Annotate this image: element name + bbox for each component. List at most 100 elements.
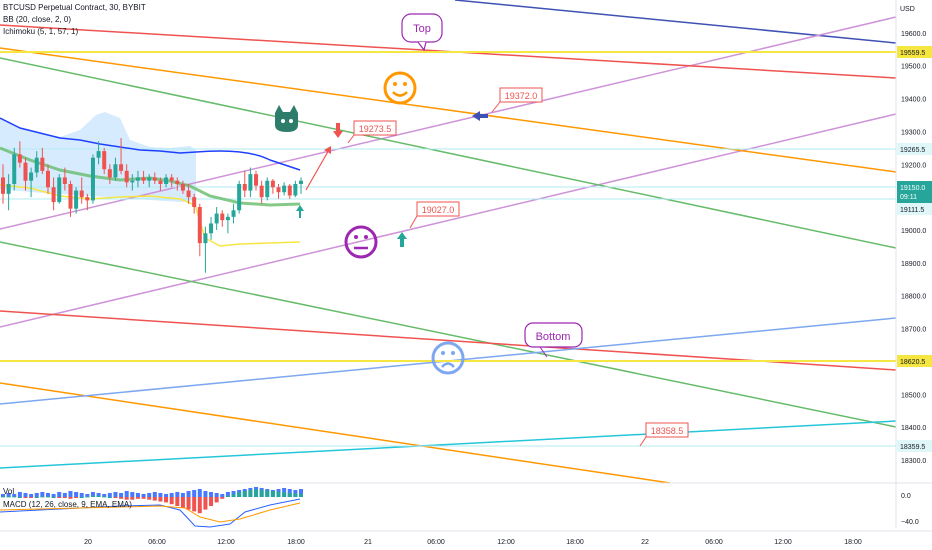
arrow-down-red: [333, 123, 343, 138]
bb-upper-line: [0, 117, 301, 171]
macd-bar: [113, 497, 118, 498]
arrow-up-green: [296, 205, 304, 218]
macd-bar: [287, 492, 292, 497]
volume-bar: [225, 492, 230, 497]
macd-bar: [6, 496, 11, 498]
candle-body: [57, 177, 62, 203]
volume-bar: [214, 493, 219, 497]
macd-bar: [68, 497, 73, 499]
volume-bar: [186, 491, 191, 497]
candle-body: [203, 233, 208, 244]
macd-bar: [209, 497, 214, 506]
callout-19273-text: 19273.5: [359, 124, 392, 134]
time-tick-label: 12:00: [497, 539, 515, 546]
candle-body: [6, 184, 11, 194]
macd-bar: [141, 497, 146, 499]
tag-cyan-lower: 19111.5: [897, 203, 932, 215]
macd-bar: [40, 496, 45, 498]
candle-body: [17, 154, 22, 163]
candle-body: [231, 210, 236, 217]
legend-ichimoku: Ichimoku (5, 1, 57, 1): [3, 27, 79, 36]
time-tick-label: 06:00: [427, 539, 445, 546]
trendline-blue: [454, 0, 897, 44]
price-tick-label: 19200.0: [901, 162, 926, 169]
candle-body: [107, 169, 112, 178]
volume-bar: [17, 492, 22, 497]
volume-bar: [6, 493, 11, 497]
time-tick-label: 12:00: [217, 539, 235, 546]
currency-label: USD: [900, 6, 915, 13]
projection-arrow-head: [324, 146, 331, 154]
price-tick-label: 18300.0: [901, 458, 926, 465]
volume-bar: [107, 493, 112, 497]
volume-bar: [57, 492, 62, 497]
macd-bar: [130, 497, 135, 500]
trendline-orange-top: [0, 47, 897, 173]
macd-bar: [119, 497, 124, 499]
macd-bar: [265, 490, 270, 497]
price-ticks: 19600.019500.019400.019300.019200.019100…: [901, 31, 926, 465]
macd-bar: [57, 497, 62, 498]
time-tick-label: 06:00: [148, 539, 166, 546]
candle-body: [164, 177, 169, 184]
candle-body: [12, 154, 17, 184]
macd-bar: [203, 497, 208, 510]
arrow-up-green-2: [397, 232, 407, 247]
candle-body: [141, 177, 146, 181]
volume-bar: [164, 494, 169, 497]
macd-bar: [169, 497, 174, 505]
volume-bar: [40, 492, 45, 497]
candle-body: [180, 184, 185, 191]
candle-body: [259, 185, 264, 198]
candle-body: [96, 151, 101, 158]
time-ticks: 20 06:00 12:00 18:00 21 06:00 12:00 18:00 22 06:0…: [84, 539, 862, 546]
candle-body: [254, 174, 259, 186]
macd-bar: [124, 497, 129, 500]
volume-bar: [130, 492, 135, 497]
candle-body: [192, 197, 197, 207]
macd-bar: [34, 497, 39, 498]
macd-bar: [231, 494, 236, 497]
volume-bar: [12, 494, 17, 497]
candle-body: [23, 162, 28, 181]
callout-18358: 18358.5: [639, 422, 689, 447]
candle-body: [158, 180, 163, 184]
cat-icon: [275, 105, 298, 132]
volume-bar: [74, 492, 79, 497]
macd-tick-1: −40.0: [901, 519, 919, 526]
volume-bar: [96, 493, 101, 497]
volume-bar: [175, 492, 180, 497]
macd-bar: [299, 494, 303, 497]
candle-body: [130, 180, 135, 183]
price-tick-label: 18400.0: [901, 425, 926, 432]
macd-bar: [45, 496, 50, 498]
volume-bar: [141, 494, 146, 497]
tag-countdown-text: 09:11: [900, 194, 917, 201]
macd-bar: [79, 497, 84, 498]
macd-bar: [62, 497, 67, 498]
candle-body: [51, 187, 56, 203]
candle-body: [102, 151, 107, 170]
callout-top: Top: [401, 13, 443, 52]
volume-bar: [113, 492, 118, 497]
volume-bar: [62, 493, 67, 497]
candle-body: [40, 157, 45, 171]
price-tick-label: 18900.0: [901, 261, 926, 268]
tag-cyan-lower-text: 19111.5: [900, 207, 924, 214]
price-tick-label: 19300.0: [901, 129, 926, 136]
callout-19273: 19273.5: [347, 120, 397, 144]
macd-bar: [29, 497, 34, 498]
volume-bar: [23, 493, 28, 497]
macd-bar: [242, 491, 247, 497]
candle-body: [152, 177, 157, 181]
candle-body: [175, 180, 180, 184]
plot-area[interactable]: [0, 0, 896, 483]
tag-cyan-upper-text: 19265.5: [900, 147, 925, 154]
macd-bar: [186, 497, 191, 510]
candle-body: [124, 170, 129, 183]
candle-body: [62, 177, 67, 184]
candle-body: [282, 185, 287, 193]
macd-bar: [220, 497, 225, 499]
volume-bar: [1, 494, 5, 497]
